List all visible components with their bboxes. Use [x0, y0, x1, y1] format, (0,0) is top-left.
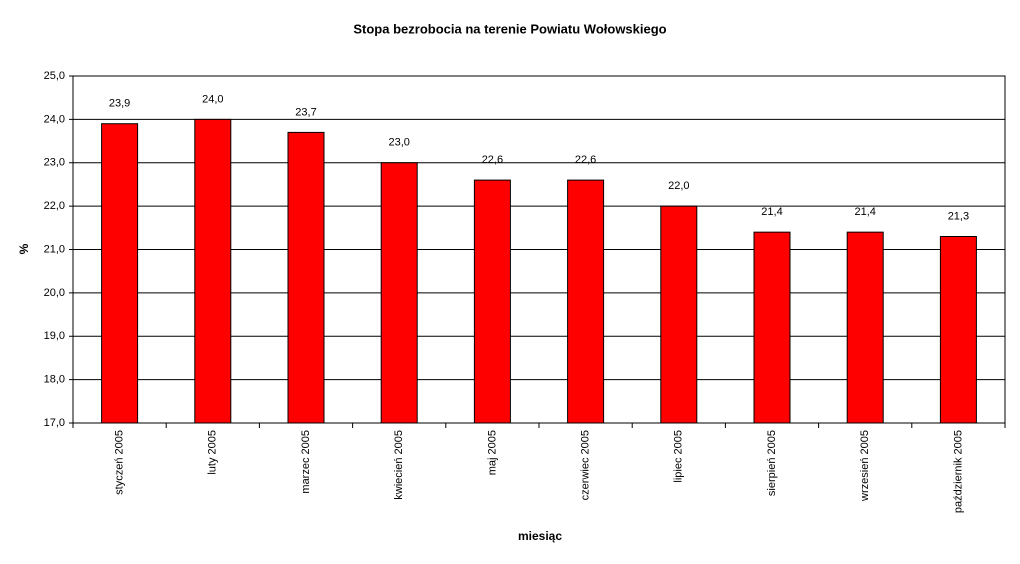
value-label: 22,6	[482, 154, 503, 166]
value-label: 22,6	[575, 154, 596, 166]
bar	[939, 235, 977, 424]
value-label: 21,4	[854, 206, 875, 218]
y-tick-label: 20,0	[44, 287, 65, 299]
x-tick-label: sierpień 2005	[766, 430, 778, 496]
y-tick-label: 17,0	[44, 417, 65, 429]
x-tick-label: styczeń 2005	[114, 430, 126, 495]
x-tick-label: lipiec 2005	[673, 430, 685, 483]
x-axis-title: miesiąc	[518, 529, 562, 543]
value-label: 21,3	[948, 210, 969, 222]
bar	[660, 205, 698, 424]
x-tick-label: czerwiec 2005	[580, 430, 592, 500]
value-label: 23,0	[388, 137, 409, 149]
x-tick-label: luty 2005	[207, 430, 219, 475]
bar	[753, 231, 791, 424]
y-tick-label: 22,0	[44, 200, 65, 212]
y-axis-title: %	[17, 243, 31, 254]
bar	[567, 179, 605, 424]
y-tick-label: 21,0	[44, 243, 65, 255]
x-tick-label: wrzesień 2005	[859, 430, 871, 502]
value-label: 21,4	[761, 206, 782, 218]
y-tick-label: 25,0	[44, 70, 65, 82]
value-label: 23,7	[295, 106, 316, 118]
y-tick-label: 24,0	[44, 113, 65, 125]
value-label: 24,0	[202, 93, 223, 105]
x-tick-label: marzec 2005	[300, 430, 312, 494]
chart-title: Stopa bezrobocia na terenie Powiatu Woło…	[353, 21, 666, 36]
bar	[846, 231, 884, 424]
x-tick-label: kwiecień 2005	[393, 430, 405, 500]
x-tick-label: maj 2005	[486, 430, 498, 475]
y-tick-label: 18,0	[44, 374, 65, 386]
bar	[380, 162, 418, 424]
bar	[287, 131, 325, 424]
y-tick-label: 23,0	[44, 157, 65, 169]
x-tick-label: październik 2005	[952, 430, 964, 513]
value-label: 22,0	[668, 180, 689, 192]
y-tick-label: 19,0	[44, 330, 65, 342]
bar	[194, 118, 232, 424]
value-label: 23,9	[109, 98, 130, 110]
bar	[101, 123, 139, 424]
bar	[473, 179, 511, 424]
